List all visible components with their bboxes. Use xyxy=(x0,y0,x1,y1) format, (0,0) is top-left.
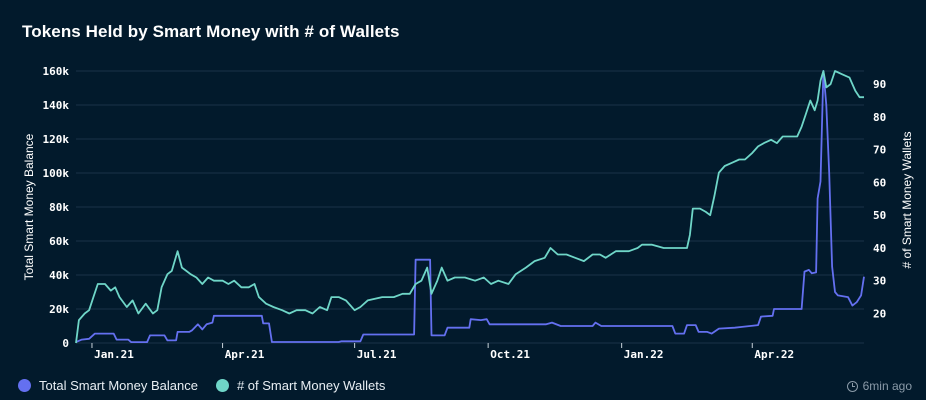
legend-swatch-wallets xyxy=(215,379,229,392)
legend-swatch-balance xyxy=(18,379,31,392)
series-lines xyxy=(75,70,865,344)
x-tick-label: Apr.22 xyxy=(754,348,794,361)
legend-item-balance[interactable]: Total Smart Money Balance xyxy=(18,378,198,393)
last-updated-label: 6min ago xyxy=(862,379,912,393)
left-tick-label: 120k xyxy=(43,133,70,146)
left-tick-label: 100k xyxy=(43,167,70,180)
last-updated: 6min ago xyxy=(846,379,912,393)
left-tick-label: 140k xyxy=(43,99,70,112)
x-tick-label: Jul.21 xyxy=(357,348,397,361)
x-tick-label: Apr.21 xyxy=(225,348,265,361)
left-tick-label: 60k xyxy=(49,235,69,248)
left-tick-label: 160k xyxy=(43,65,70,78)
legend-label-balance: Total Smart Money Balance xyxy=(39,378,198,393)
chart-legend: Total Smart Money Balance # of Smart Mon… xyxy=(18,378,385,393)
right-tick-label: 60 xyxy=(873,176,886,189)
left-axis-title: Total Smart Money Balance xyxy=(22,133,36,280)
right-axis-title: # of Smart Money Wallets xyxy=(900,132,914,269)
left-axis-ticks: 0 20k 40k 60k 80k 100k 120k 140k 160k xyxy=(43,65,70,350)
x-tick-label: Jan.22 xyxy=(624,348,664,361)
left-tick-label: 40k xyxy=(49,269,69,282)
grid-lines xyxy=(76,70,864,344)
right-tick-label: 70 xyxy=(873,144,886,157)
right-tick-label: 40 xyxy=(873,242,886,255)
x-tick-label: Jan.21 xyxy=(94,348,134,361)
chart-title: Tokens Held by Smart Money with # of Wal… xyxy=(22,22,400,41)
right-tick-label: 80 xyxy=(873,111,886,124)
series-line-wallets[interactable] xyxy=(75,70,864,344)
legend-item-wallets[interactable]: # of Smart Money Wallets xyxy=(215,378,386,393)
chart-area: 0 20k 40k 60k 80k 100k 120k 140k 160k 20 30 40 50 60… xyxy=(22,65,914,361)
x-axis-ticks: Jan.21 Apr.21 Jul.21 Oct.21 Jan.22 Apr.22 xyxy=(91,343,794,361)
left-tick-label: 0 xyxy=(62,337,69,350)
right-tick-label: 30 xyxy=(873,275,886,288)
clock-icon xyxy=(846,380,858,392)
right-tick-label: 90 xyxy=(873,78,886,91)
x-tick-label: Oct.21 xyxy=(490,348,530,361)
left-tick-label: 80k xyxy=(49,201,69,214)
series-line-balance[interactable] xyxy=(75,70,865,344)
right-tick-label: 20 xyxy=(873,308,886,321)
right-axis-ticks: 20 30 40 50 60 70 80 90 xyxy=(873,78,886,320)
legend-label-wallets: # of Smart Money Wallets xyxy=(236,378,386,393)
right-tick-label: 50 xyxy=(873,209,886,222)
left-tick-label: 20k xyxy=(49,303,69,316)
